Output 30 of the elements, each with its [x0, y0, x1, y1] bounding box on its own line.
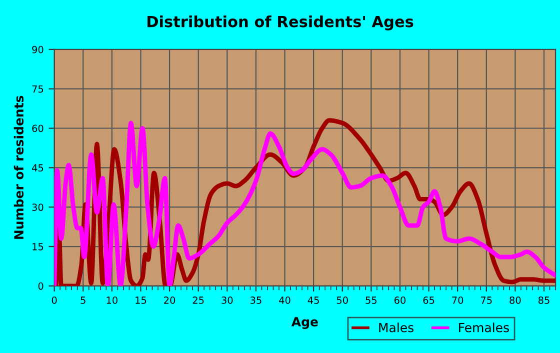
y-tick-label: 60 — [32, 124, 44, 132]
y-tick-label: 0 — [38, 282, 44, 290]
x-tick-label: 60 — [394, 296, 406, 304]
legend-label: Males — [379, 322, 414, 332]
y-tick-label: 90 — [32, 46, 44, 54]
y-tick-label: 75 — [32, 85, 44, 93]
legend-label: Females — [459, 322, 509, 332]
x-axis-title: Age — [291, 317, 318, 329]
x-tick-label: 70 — [452, 296, 464, 304]
x-tick-label: 0 — [52, 296, 57, 304]
x-tick-label: 35 — [250, 296, 262, 304]
x-tick-label: 85 — [538, 296, 550, 304]
chart-title: Distribution of Residents' Ages — [147, 15, 414, 30]
y-tick-label: 30 — [32, 204, 44, 211]
x-tick-label: 10 — [106, 296, 118, 304]
x-tick-label: 50 — [336, 296, 348, 304]
x-tick-label: 25 — [192, 296, 204, 304]
y-tick-label: 15 — [32, 243, 44, 250]
x-tick-label: 65 — [423, 296, 434, 304]
x-tick-label: 5 — [80, 296, 86, 304]
x-tick-label: 80 — [510, 296, 521, 304]
y-tick-label: 45 — [32, 164, 44, 172]
x-tick-label: 15 — [136, 296, 146, 304]
x-tick-label: 40 — [279, 296, 290, 304]
x-tick-label: 30 — [222, 296, 233, 304]
x-tick-label: 20 — [164, 296, 176, 304]
x-tick-label: 75 — [481, 296, 492, 304]
x-tick-label: 55 — [366, 296, 377, 304]
y-axis-title: Number of residents — [14, 96, 24, 239]
x-tick-label: 45 — [308, 296, 319, 304]
